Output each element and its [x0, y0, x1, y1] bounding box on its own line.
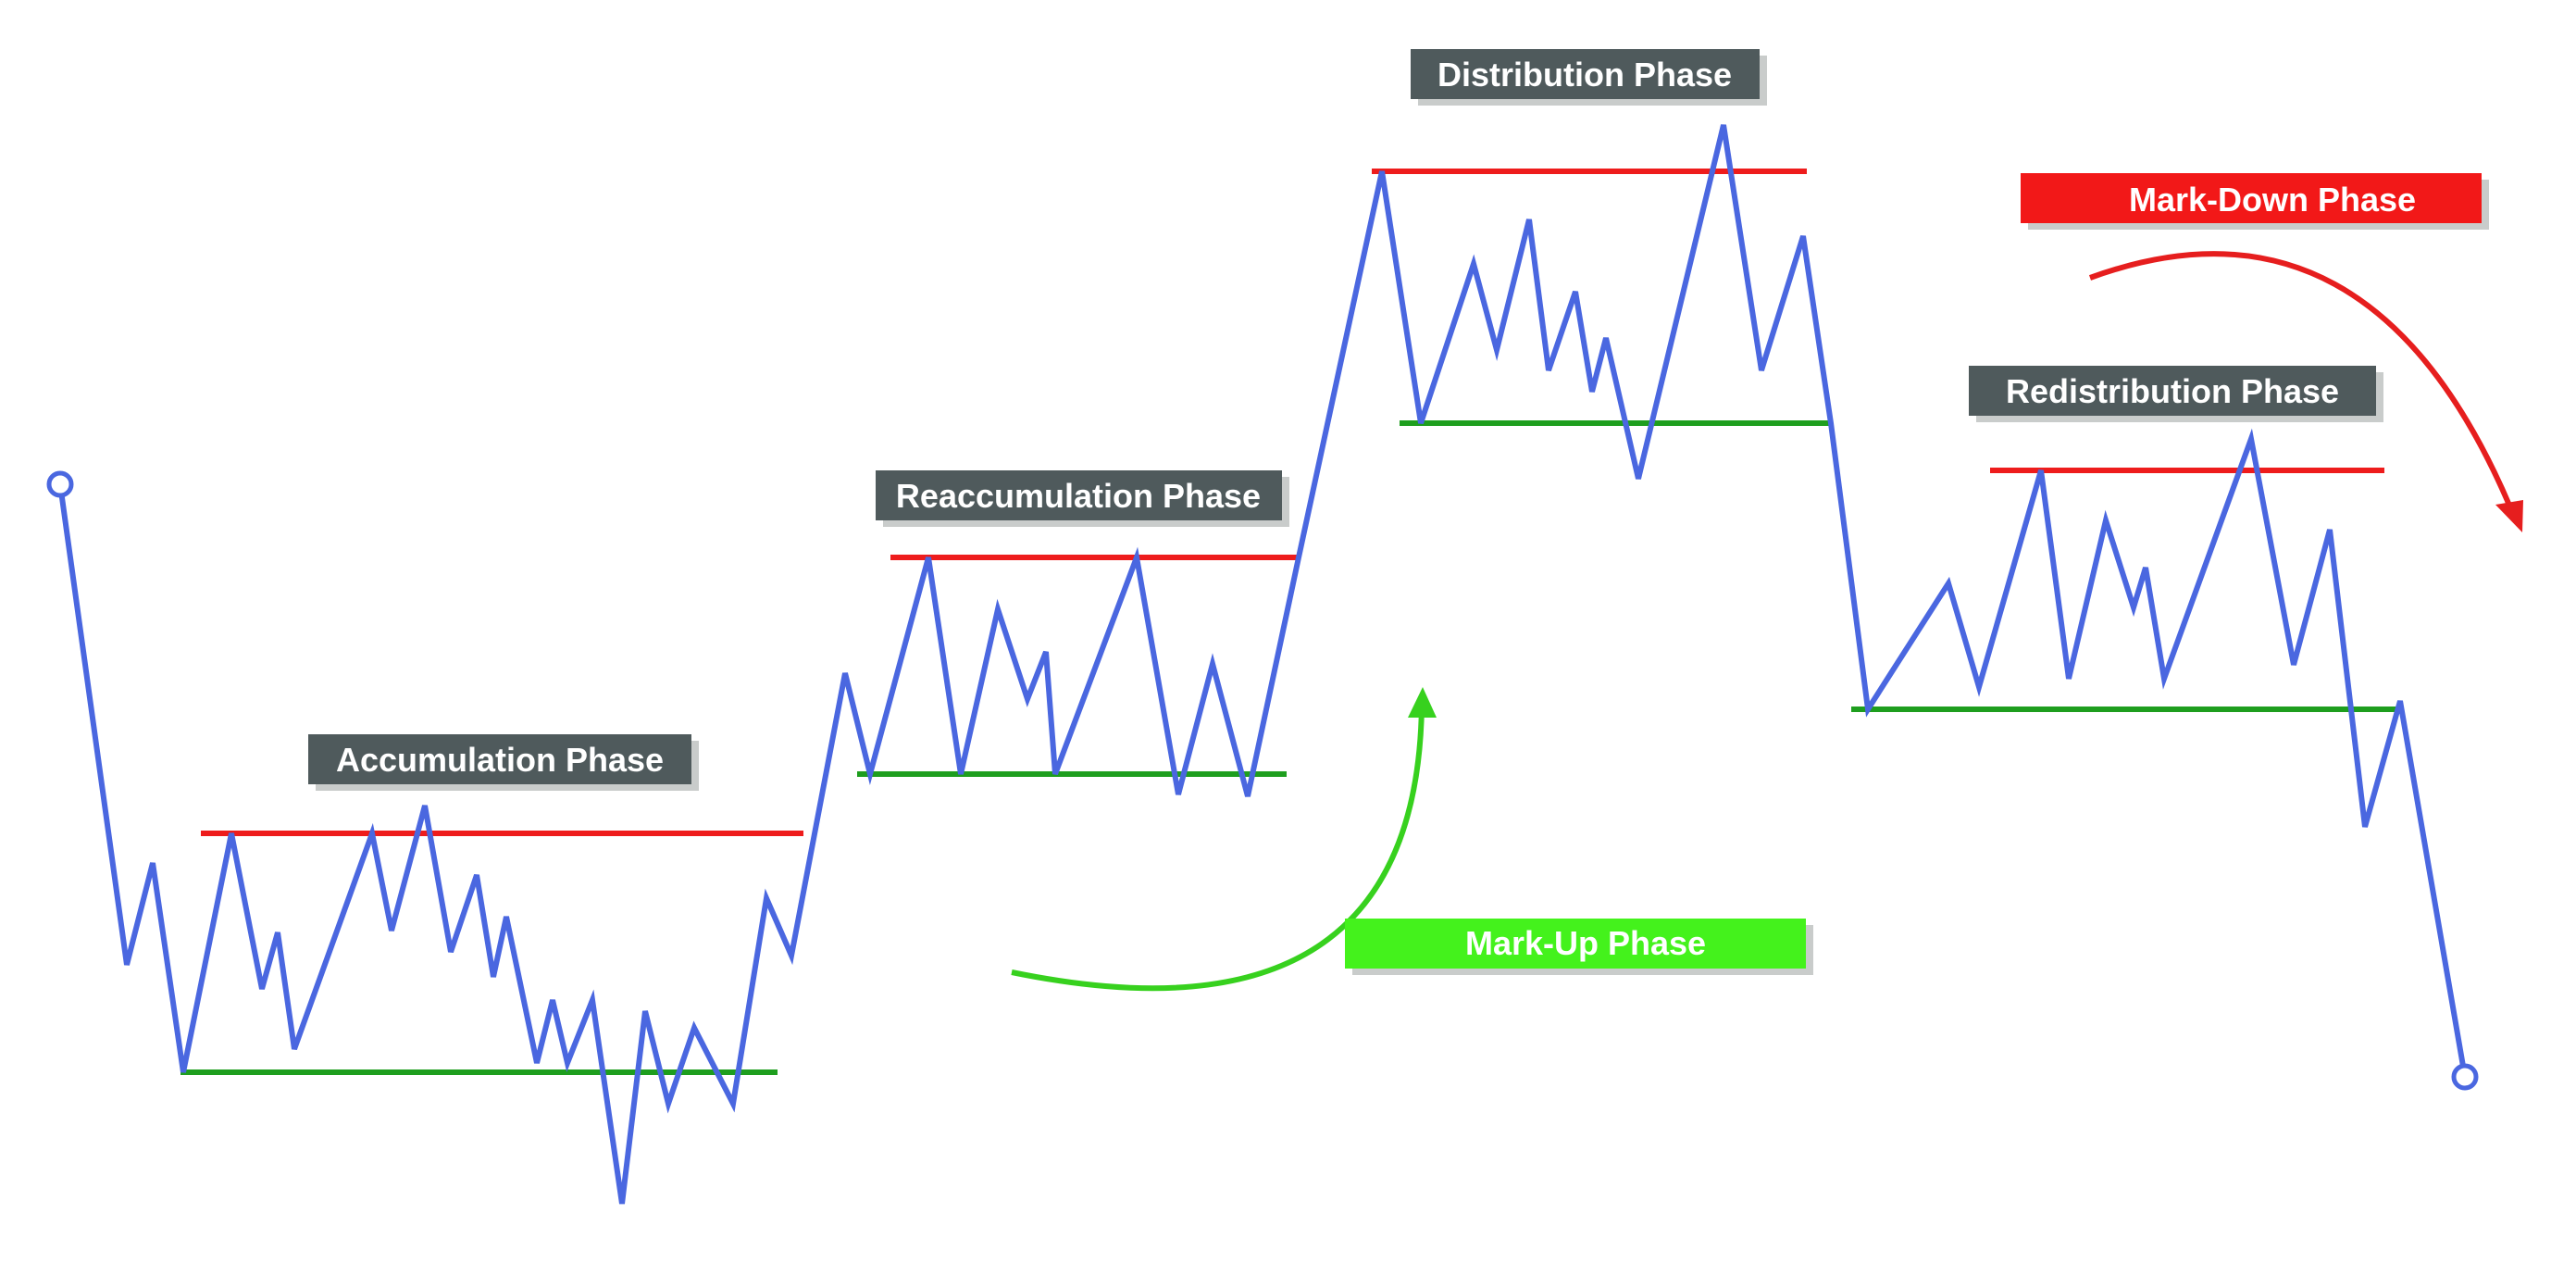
- redistribution-phase-text: Redistribution Phase: [2006, 372, 2339, 410]
- markdown-arrow: [2088, 251, 2513, 509]
- markup-phase-label: Mark-Up Phase: [1345, 919, 1813, 975]
- markdown-phase-label: Mark-Down Phase: [2021, 173, 2489, 230]
- accumulation-phase-label: Accumulation Phase: [308, 734, 699, 791]
- markup-phase-text: Mark-Up Phase: [1465, 924, 1706, 962]
- markdown-phase-text: Mark-Down Phase: [2129, 181, 2416, 219]
- start-point-marker: [46, 470, 74, 498]
- reaccumulation-phase-text: Reaccumulation Phase: [896, 477, 1261, 515]
- markdown-arrowhead-icon: [2495, 500, 2523, 532]
- accumulation-phase-text: Accumulation Phase: [336, 741, 664, 779]
- markup-arrow: [1011, 703, 1425, 992]
- redistribution-phase-label: Redistribution Phase: [1969, 366, 2383, 422]
- markup-arrowhead-icon: [1408, 687, 1437, 718]
- distribution-phase-label: Distribution Phase: [1411, 49, 1767, 106]
- distribution-phase-text: Distribution Phase: [1437, 56, 1732, 94]
- reaccumulation-phase-label: Reaccumulation Phase: [876, 470, 1289, 527]
- end-point-marker: [2451, 1063, 2479, 1091]
- price-line: [57, 124, 2468, 1205]
